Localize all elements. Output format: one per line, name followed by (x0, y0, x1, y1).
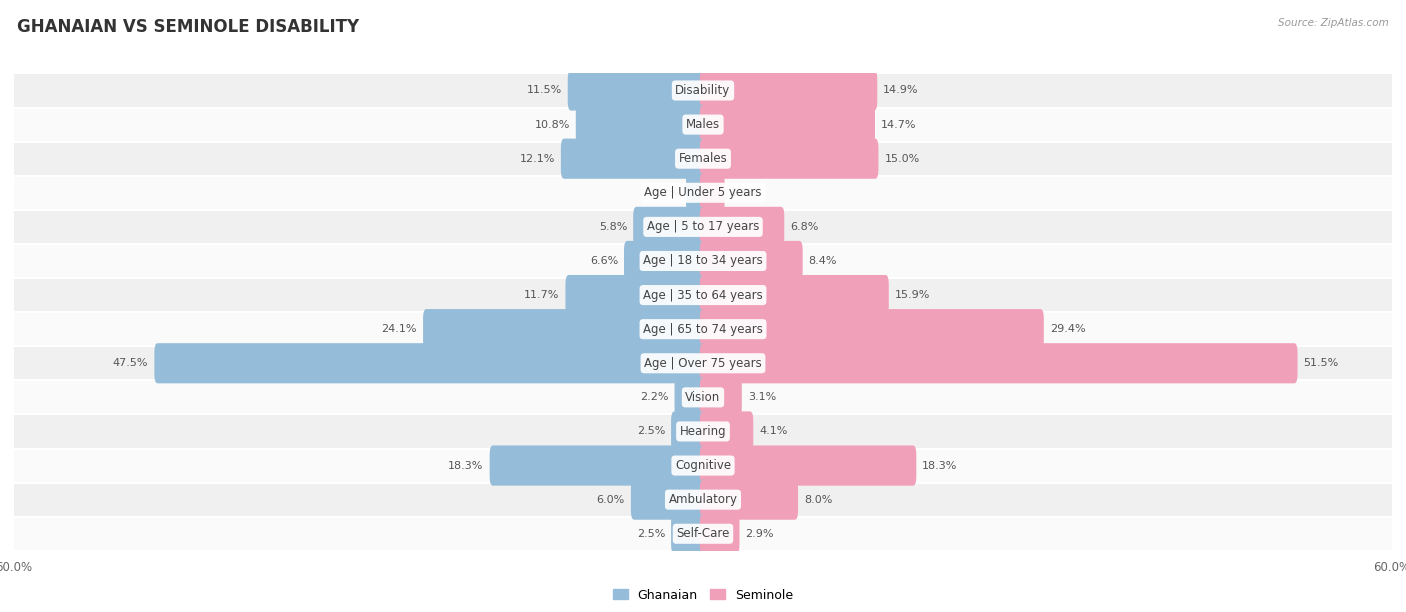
FancyBboxPatch shape (700, 480, 799, 520)
Text: Source: ZipAtlas.com: Source: ZipAtlas.com (1278, 18, 1389, 28)
Text: 18.3%: 18.3% (449, 461, 484, 471)
Text: 4.1%: 4.1% (759, 427, 787, 436)
FancyBboxPatch shape (631, 480, 706, 520)
Text: Self-Care: Self-Care (676, 528, 730, 540)
Text: 8.4%: 8.4% (808, 256, 837, 266)
FancyBboxPatch shape (561, 138, 706, 179)
FancyBboxPatch shape (675, 377, 706, 417)
Text: GHANAIAN VS SEMINOLE DISABILITY: GHANAIAN VS SEMINOLE DISABILITY (17, 18, 359, 36)
Text: Hearing: Hearing (679, 425, 727, 438)
Text: Vision: Vision (685, 391, 721, 404)
FancyBboxPatch shape (14, 483, 1392, 517)
Text: 24.1%: 24.1% (381, 324, 418, 334)
FancyBboxPatch shape (568, 70, 706, 111)
Text: Age | 5 to 17 years: Age | 5 to 17 years (647, 220, 759, 233)
Text: 1.2%: 1.2% (651, 188, 681, 198)
Text: 2.2%: 2.2% (640, 392, 669, 402)
FancyBboxPatch shape (14, 414, 1392, 449)
Text: Age | Over 75 years: Age | Over 75 years (644, 357, 762, 370)
FancyBboxPatch shape (700, 275, 889, 315)
Text: 14.9%: 14.9% (883, 86, 918, 95)
FancyBboxPatch shape (14, 73, 1392, 108)
FancyBboxPatch shape (14, 449, 1392, 483)
FancyBboxPatch shape (700, 173, 724, 213)
Text: 51.5%: 51.5% (1303, 358, 1339, 368)
FancyBboxPatch shape (14, 141, 1392, 176)
Text: Age | 18 to 34 years: Age | 18 to 34 years (643, 255, 763, 267)
FancyBboxPatch shape (633, 207, 706, 247)
Text: Age | 65 to 74 years: Age | 65 to 74 years (643, 323, 763, 335)
FancyBboxPatch shape (700, 138, 879, 179)
FancyBboxPatch shape (700, 241, 803, 281)
Text: 2.9%: 2.9% (745, 529, 773, 539)
FancyBboxPatch shape (700, 513, 740, 554)
Text: 5.8%: 5.8% (599, 222, 627, 232)
FancyBboxPatch shape (14, 278, 1392, 312)
FancyBboxPatch shape (671, 411, 706, 452)
Text: Cognitive: Cognitive (675, 459, 731, 472)
FancyBboxPatch shape (686, 173, 706, 213)
FancyBboxPatch shape (14, 244, 1392, 278)
FancyBboxPatch shape (700, 343, 1298, 383)
Text: Age | Under 5 years: Age | Under 5 years (644, 186, 762, 200)
FancyBboxPatch shape (423, 309, 706, 349)
FancyBboxPatch shape (700, 411, 754, 452)
Text: 2.5%: 2.5% (637, 427, 665, 436)
FancyBboxPatch shape (576, 105, 706, 144)
FancyBboxPatch shape (14, 108, 1392, 141)
Text: 15.9%: 15.9% (894, 290, 931, 300)
Text: Disability: Disability (675, 84, 731, 97)
Text: Age | 35 to 64 years: Age | 35 to 64 years (643, 289, 763, 302)
FancyBboxPatch shape (14, 210, 1392, 244)
FancyBboxPatch shape (700, 309, 1043, 349)
Text: 3.1%: 3.1% (748, 392, 776, 402)
FancyBboxPatch shape (489, 446, 706, 486)
Text: 47.5%: 47.5% (112, 358, 149, 368)
FancyBboxPatch shape (155, 343, 706, 383)
FancyBboxPatch shape (671, 513, 706, 554)
FancyBboxPatch shape (700, 446, 917, 486)
Text: 6.8%: 6.8% (790, 222, 818, 232)
Text: Males: Males (686, 118, 720, 131)
Text: 11.5%: 11.5% (526, 86, 562, 95)
FancyBboxPatch shape (14, 312, 1392, 346)
Text: 29.4%: 29.4% (1050, 324, 1085, 334)
FancyBboxPatch shape (565, 275, 706, 315)
Text: Ambulatory: Ambulatory (668, 493, 738, 506)
FancyBboxPatch shape (14, 517, 1392, 551)
FancyBboxPatch shape (14, 346, 1392, 380)
Text: 14.7%: 14.7% (882, 119, 917, 130)
Text: 12.1%: 12.1% (519, 154, 555, 163)
Text: 11.7%: 11.7% (524, 290, 560, 300)
FancyBboxPatch shape (624, 241, 706, 281)
Text: 6.6%: 6.6% (589, 256, 619, 266)
FancyBboxPatch shape (14, 380, 1392, 414)
Text: 8.0%: 8.0% (804, 494, 832, 505)
Text: 18.3%: 18.3% (922, 461, 957, 471)
FancyBboxPatch shape (700, 207, 785, 247)
Text: 15.0%: 15.0% (884, 154, 920, 163)
Text: 6.0%: 6.0% (596, 494, 624, 505)
FancyBboxPatch shape (700, 377, 742, 417)
Text: Females: Females (679, 152, 727, 165)
Text: 2.5%: 2.5% (637, 529, 665, 539)
Text: 1.6%: 1.6% (731, 188, 759, 198)
Text: 10.8%: 10.8% (534, 119, 569, 130)
Legend: Ghanaian, Seminole: Ghanaian, Seminole (607, 584, 799, 606)
FancyBboxPatch shape (14, 176, 1392, 210)
FancyBboxPatch shape (700, 105, 875, 144)
FancyBboxPatch shape (700, 70, 877, 111)
